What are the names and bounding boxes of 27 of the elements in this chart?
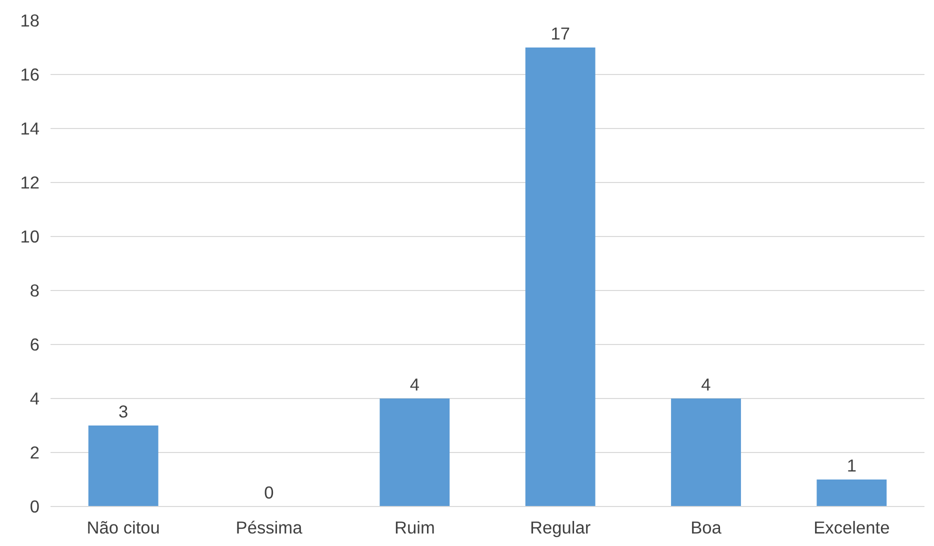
bar bbox=[671, 398, 741, 506]
x-tick-label: Excelente bbox=[814, 518, 890, 538]
y-tick-label: 8 bbox=[30, 280, 40, 300]
data-label: 0 bbox=[264, 482, 274, 502]
y-tick-label: 2 bbox=[30, 442, 40, 462]
data-label: 1 bbox=[846, 456, 856, 476]
x-tick-label: Não citou bbox=[86, 518, 160, 538]
bar bbox=[816, 480, 887, 506]
y-tick-label: 12 bbox=[20, 172, 40, 192]
data-label: 4 bbox=[701, 374, 712, 394]
bar bbox=[525, 48, 596, 506]
bar bbox=[88, 426, 158, 506]
x-tick-label: Regular bbox=[530, 518, 591, 538]
y-tick-label: 16 bbox=[20, 64, 40, 84]
y-tick-label: 4 bbox=[30, 388, 40, 408]
data-label: 3 bbox=[118, 402, 128, 422]
data-label: 4 bbox=[410, 374, 420, 394]
x-tick-label: Boa bbox=[690, 518, 722, 538]
y-tick-label: 18 bbox=[20, 10, 40, 30]
x-tick-label: Ruim bbox=[394, 518, 435, 538]
y-tick-label: 6 bbox=[30, 334, 40, 354]
bar bbox=[380, 398, 450, 506]
y-tick-label: 14 bbox=[20, 118, 40, 138]
data-label: 17 bbox=[550, 24, 570, 44]
y-tick-label: 10 bbox=[20, 226, 40, 246]
y-tick-label: 0 bbox=[30, 496, 40, 516]
x-tick-label: Péssima bbox=[236, 518, 303, 538]
